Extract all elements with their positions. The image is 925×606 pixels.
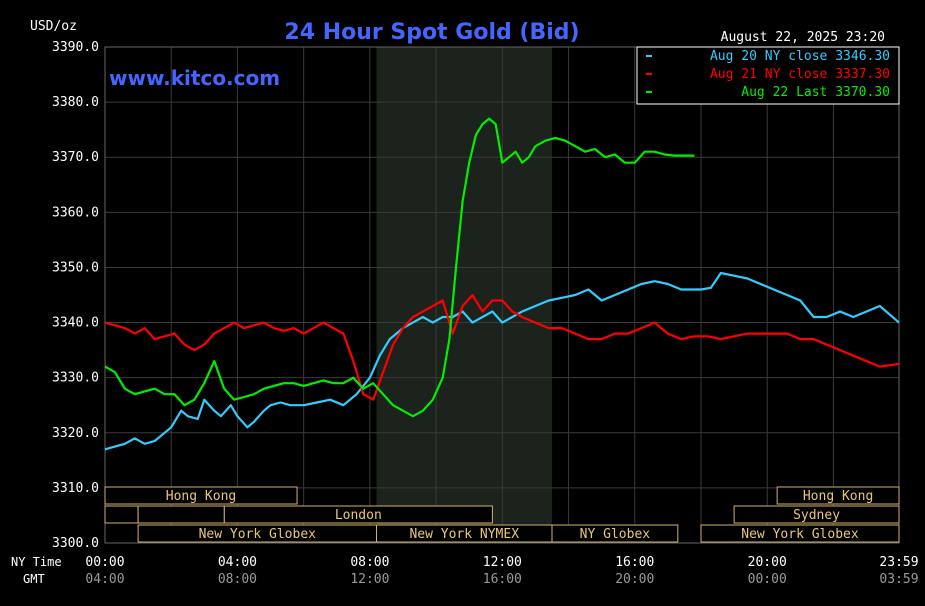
series-line-3: [104, 117, 695, 418]
session-bar: Sydney: [733, 505, 900, 524]
y-tick-label: 3310.0: [52, 481, 99, 496]
session-label: New York NYMEX: [409, 527, 519, 542]
date-stamp: August 22, 2025 23:20: [721, 30, 885, 45]
legend-entry-aug20: Aug 20 NY close 3346.30: [710, 49, 890, 64]
y-tick-label: 3320.0: [52, 426, 99, 441]
session-bar: New York Globex: [137, 524, 378, 543]
session-label: London: [335, 508, 382, 523]
gmt-label: GMT: [23, 572, 45, 586]
x-tick-label-gmt: 03:59: [879, 572, 918, 587]
session-bar: [104, 505, 139, 524]
session-box: [104, 486, 298, 505]
session-bar: London: [223, 505, 493, 524]
x-tick-label-ny: 23:59: [879, 555, 918, 570]
x-tick-label-ny: 20:00: [748, 555, 787, 570]
x-tick-label-gmt: 04:00: [85, 572, 124, 587]
series-line-1: [104, 271, 900, 451]
session-bar: Hong Kong: [776, 486, 900, 505]
session-label: Hong Kong: [803, 489, 873, 504]
y-tick-label: 3380.0: [52, 95, 99, 110]
session-box: [776, 486, 900, 505]
y-tick-label: 3390.0: [52, 40, 99, 55]
session-bar: NY Globex: [551, 524, 679, 543]
ny-time-label: NY Time: [11, 555, 62, 569]
session-label: NY Globex: [580, 527, 651, 542]
legend: Aug 20 NY close 3346.30 Aug 21 NY close …: [636, 46, 900, 105]
x-tick-label-gmt: 12:00: [350, 572, 389, 587]
shaded-ny-session: [376, 47, 552, 543]
unit-label: USD/oz: [30, 19, 77, 34]
y-tick-label: 3330.0: [52, 371, 99, 386]
session-label: New York Globex: [199, 527, 317, 542]
session-bar: [137, 505, 225, 524]
session-bar: New York NYMEX: [376, 524, 553, 543]
x-tick-label-ny: 00:00: [85, 555, 124, 570]
legend-box: [636, 46, 900, 105]
series-line-2: [104, 293, 900, 401]
y-axis-ticks: 3300.0 3310.0 3320.0 3330.0 3340.0 3350.0 3360…: [52, 40, 99, 551]
watermark: www.kitco.com: [109, 66, 280, 90]
session-label: Hong Kong: [166, 489, 236, 504]
session-box: [733, 505, 900, 524]
session-label: Sydney: [793, 508, 840, 523]
session-box: [104, 505, 139, 524]
series-layer: [104, 117, 900, 451]
legend-entry-aug22: Aug 22 Last 3370.30: [741, 85, 890, 100]
chart-title: 24 Hour Spot Gold (Bid): [284, 20, 579, 45]
x-tick-label-gmt: 16:00: [483, 572, 522, 587]
y-tick-label: 3370.0: [52, 150, 99, 165]
session-box: [137, 505, 225, 524]
legend-entry-aug21: Aug 21 NY close 3337.30: [710, 67, 890, 82]
session-box: [551, 524, 679, 543]
x-tick-label-gmt: 00:00: [748, 572, 787, 587]
plot-border: [104, 46, 900, 544]
x-axis-ticks: 00:00 04:00 08:00 12:00 16:00 20:00 23:59 04:00…: [85, 555, 918, 587]
x-tick-label-gmt: 20:00: [615, 572, 654, 587]
x-tick-label-ny: 04:00: [218, 555, 257, 570]
trading-sessions: Hong Kong Hong Kong London Sydney New York G…: [104, 486, 900, 543]
x-tick-label-gmt: 08:00: [218, 572, 257, 587]
session-bar: Hong Kong: [104, 486, 298, 505]
session-box: [700, 524, 900, 543]
y-tick-label: 3350.0: [52, 260, 99, 275]
session-bar: New York Globex: [700, 524, 900, 543]
x-tick-label-ny: 16:00: [615, 555, 654, 570]
session-label: New York Globex: [741, 527, 859, 542]
y-tick-label: 3300.0: [52, 536, 99, 551]
y-tick-label: 3360.0: [52, 205, 99, 220]
x-tick-label-ny: 12:00: [483, 555, 522, 570]
y-tick-label: 3340.0: [52, 316, 99, 331]
x-tick-label-ny: 08:00: [350, 555, 389, 570]
